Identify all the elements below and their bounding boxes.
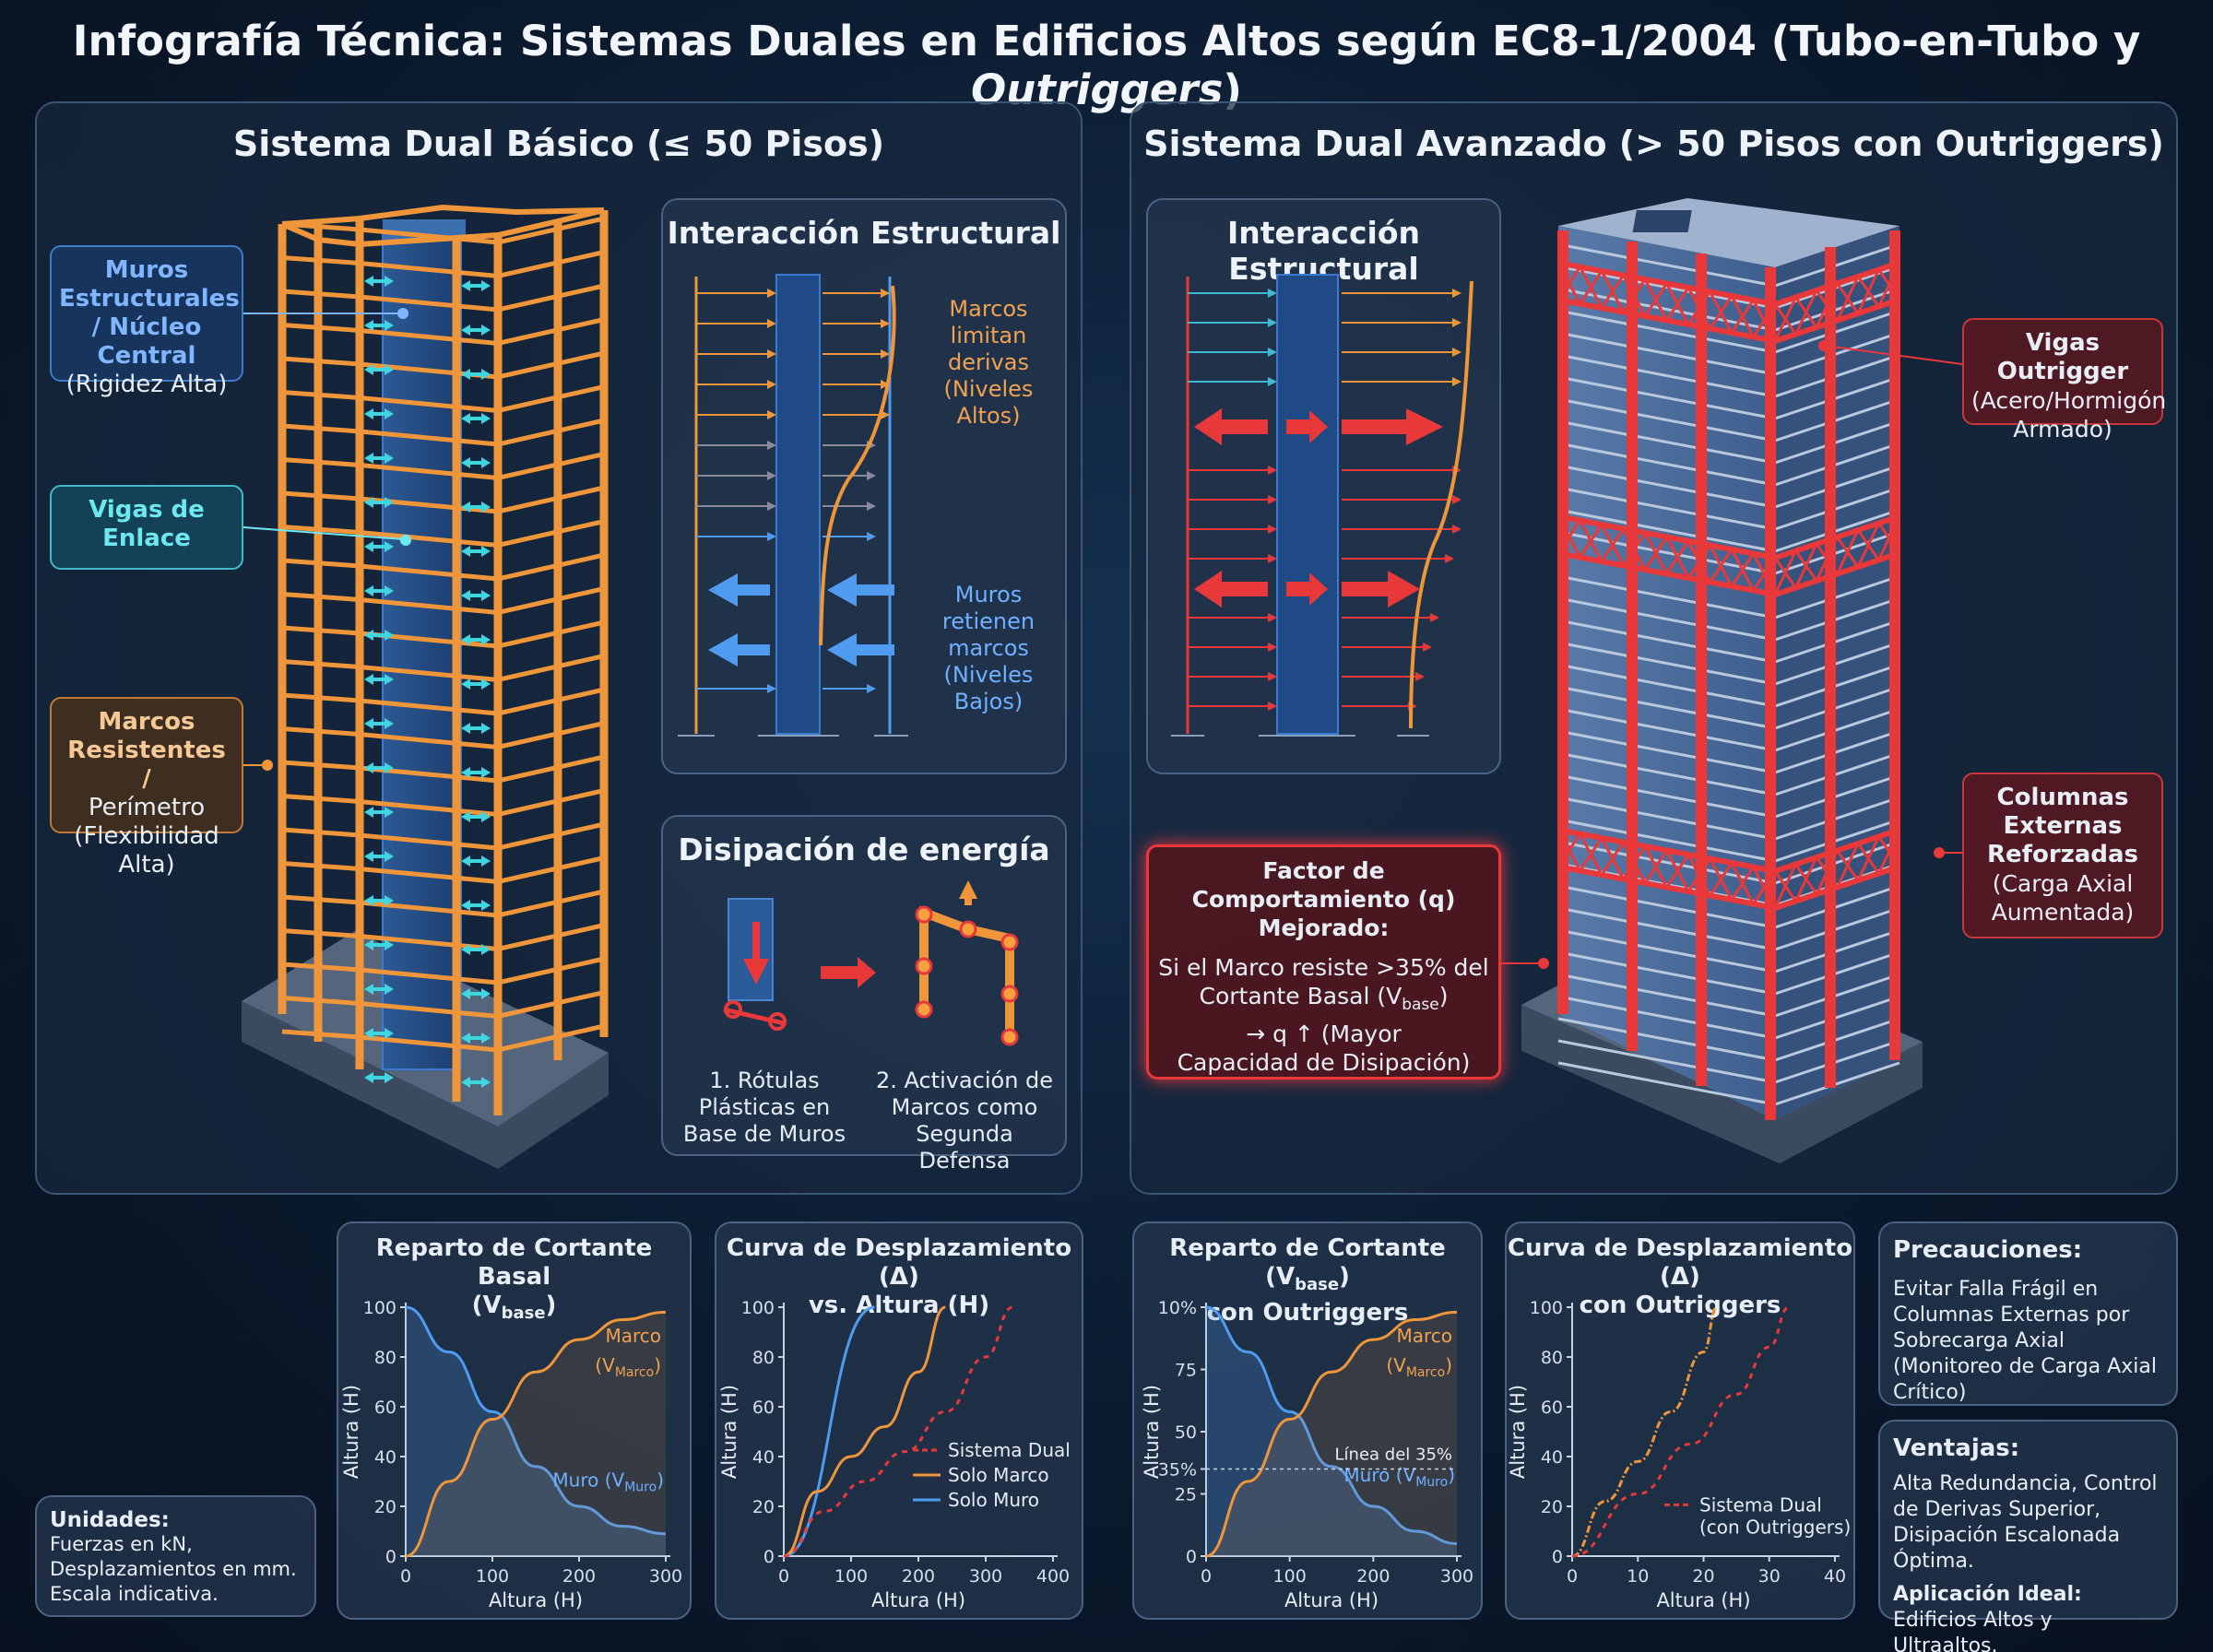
advanced-interaction-panel: Interacción Estructural	[1146, 198, 1501, 774]
behavior-factor-box: Factor de Comportamiento (q) Mejorado: S…	[1146, 844, 1501, 1080]
basic-interaction-panel: Interacción Estructural Marcos limitan d…	[661, 198, 1067, 774]
outrigger-label: Vigas Outrigger (Acero/Hormigón Armado)	[1962, 318, 2166, 442]
chart4-panel: Curva de Desplazamiento (Δ) con Outrigger…	[1505, 1221, 1855, 1620]
units-title: Unidades:	[50, 1508, 170, 1532]
upper-note: Marcos limitan derivas (Niveles Altos)	[943, 296, 1034, 429]
energy-step2: 2. Activación de Marcos como Segunda Def…	[875, 1068, 1054, 1174]
chart3-panel: Reparto de Cortante (Vbase) con Outrigger…	[1132, 1221, 1483, 1620]
chart1-title: Reparto de Cortante Basal (Vbase)	[375, 1234, 653, 1324]
energy-step1: 1. Rótulas Plásticas en Base de Muros	[682, 1068, 846, 1147]
precautions-title: Precauciones:	[1893, 1236, 2083, 1264]
chart3-title: Reparto de Cortante (Vbase) con Outrigger…	[1169, 1234, 1446, 1328]
coupling-beams-label: Vigas de Enlace	[50, 485, 243, 570]
energy-dissipation-panel: Disipación de energía 1. Rótulas Plástic…	[661, 815, 1067, 1174]
basic-panel-heading: Sistema Dual Básico (≤ 50 Pisos)	[232, 124, 885, 164]
advanced-interaction-heading: Interacción Estructural	[1226, 215, 1421, 287]
walls-core-label: Muros Estructurales / Núcleo Central (Ri…	[50, 245, 243, 398]
application-ideal: Aplicación Ideal: Edificios Altos y Ultr…	[1893, 1583, 2082, 1652]
precautions-body: Evitar Falla Frágil en Columnas Externas…	[1893, 1278, 2157, 1404]
chart2-title: Curva de Desplazamiento (Δ) vs. Altura (H…	[726, 1234, 1072, 1319]
external-columns-label: Columnas Externas Reforzadas (Carga Axia…	[1962, 773, 2163, 938]
page-title: Infografía Técnica: Sistemas Duales en E…	[72, 17, 2141, 114]
advantages-body: Alta Redundancia, Control de Derivas Sup…	[1893, 1472, 2158, 1573]
advanced-panel-heading: Sistema Dual Avanzado (> 50 Pisos con Ou…	[1143, 124, 2164, 164]
advantages-box: Ventajas: Alta Redundancia, Control de D…	[1878, 1420, 2178, 1652]
units-body: Fuerzas en kN, Desplazamientos en mm. Es…	[50, 1533, 297, 1605]
lower-note: Muros retienen marcos (Niveles Bajos)	[941, 582, 1035, 714]
units-box: Unidades: Fuerzas en kN, Desplazamientos…	[35, 1495, 316, 1617]
chart2-panel: Curva de Desplazamiento (Δ) vs. Altura (H…	[715, 1221, 1083, 1620]
frames-label: Marcos Resistentes / Perímetro (Flexibil…	[50, 697, 243, 879]
chart1-panel: Reparto de Cortante Basal (Vbase)	[337, 1221, 692, 1620]
advantages-title: Ventajas:	[1893, 1434, 2020, 1462]
precautions-box: Precauciones: Evitar Falla Frágil en Col…	[1878, 1221, 2178, 1406]
energy-heading: Disipación de energía	[678, 832, 1050, 867]
chart4-title: Curva de Desplazamiento (Δ) con Outrigger…	[1507, 1234, 1853, 1319]
basic-interaction-heading: Interacción Estructural	[667, 215, 1061, 251]
